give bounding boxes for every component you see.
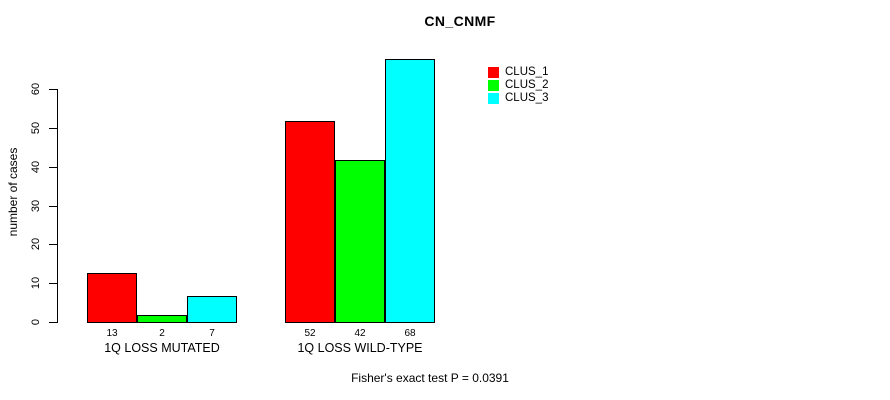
y-tick-mark (49, 206, 57, 207)
bar-clus_2-1 (137, 315, 187, 323)
y-tick-label: 10 (30, 276, 42, 290)
bar-clus_2-2 (335, 160, 385, 323)
bar-clus_1-2 (285, 121, 335, 323)
legend-swatch-icon (488, 80, 499, 91)
bar-value-label: 2 (159, 328, 165, 339)
legend-label: CLUS_3 (505, 92, 549, 104)
y-axis-line (57, 89, 58, 323)
bar-clus_3-2 (385, 59, 435, 323)
chart-title: CN_CNMF (424, 13, 496, 29)
y-tick-label: 20 (30, 237, 42, 251)
bar-value-label: 68 (404, 328, 416, 339)
bar-clus_3-1 (187, 296, 237, 323)
y-tick-mark (49, 244, 57, 245)
y-tick-mark (49, 322, 57, 323)
y-tick-label: 60 (30, 82, 42, 96)
legend-label: CLUS_2 (505, 79, 549, 91)
legend-item-clus_2: CLUS_2 (488, 79, 548, 92)
legend-swatch-icon (488, 93, 499, 104)
bar-value-label: 42 (354, 328, 366, 339)
legend-label: CLUS_1 (505, 66, 549, 78)
legend-item-clus_3: CLUS_3 (488, 92, 548, 105)
y-axis-label: number of cases (6, 147, 20, 237)
bar-value-label: 13 (106, 328, 118, 339)
annotation-text: Fisher's exact test P = 0.0391 (351, 371, 509, 385)
y-tick-mark (49, 283, 57, 284)
y-tick-mark (49, 167, 57, 168)
legend-item-clus_1: CLUS_1 (488, 66, 548, 79)
y-tick-label: 40 (30, 160, 42, 174)
category-label: 1Q LOSS WILD-TYPE (297, 341, 423, 355)
bar-value-label: 52 (304, 328, 316, 339)
bar-value-label: 7 (209, 328, 215, 339)
y-tick-mark (49, 128, 57, 129)
y-tick-label: 0 (30, 318, 42, 326)
y-tick-label: 30 (30, 199, 42, 213)
y-tick-label: 50 (30, 121, 42, 135)
bar-clus_1-1 (87, 273, 137, 323)
category-label: 1Q LOSS MUTATED (104, 341, 220, 355)
y-tick-mark (49, 89, 57, 90)
legend-swatch-icon (488, 67, 499, 78)
